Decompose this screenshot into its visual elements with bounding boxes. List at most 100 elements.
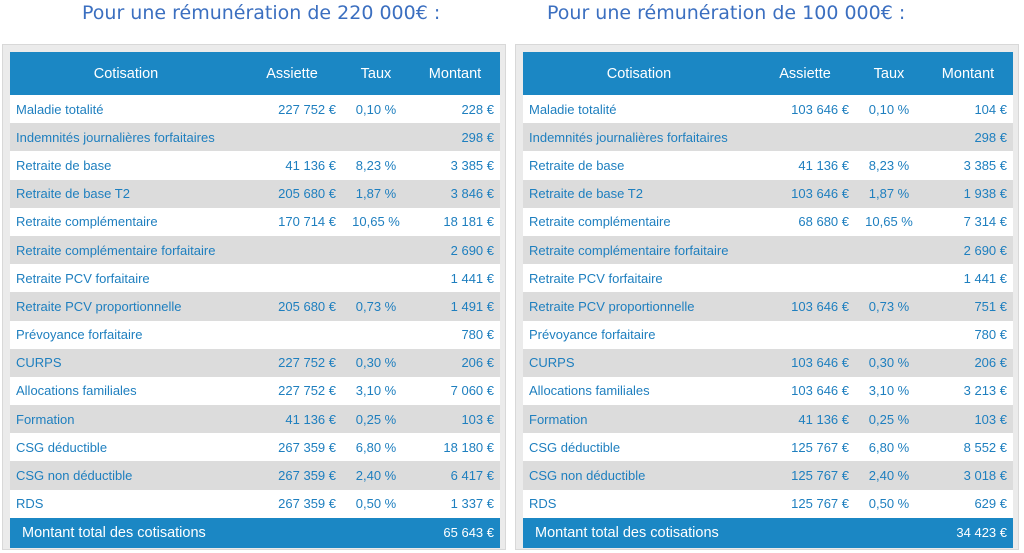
cell-assiette: 170 714 € [278, 214, 336, 230]
cell-assiette: 227 752 € [278, 355, 336, 371]
cell-taux: 1,87 % [868, 186, 910, 202]
table-row: CSG non déductible 267 359 € 2,40 % 6 417 € [10, 461, 500, 490]
cell-cotisation: CURPS [529, 355, 575, 371]
table-row: Retraite complémentaire 68 680 € 10,65 % 7 … [523, 207, 1013, 236]
cell-cotisation: Retraite de base [529, 157, 625, 173]
total-value: 65 643 € [443, 525, 494, 541]
cell-montant: 780 € [974, 327, 1007, 343]
table-row: RDS 125 767 € 0,50 % 629 € [523, 489, 1013, 518]
cell-taux: 10,65 % [352, 214, 400, 230]
cell-taux [855, 123, 923, 151]
table-row: Retraite complémentaire forfaitaire 2 690… [10, 235, 500, 265]
table-row: CSG déductible 125 767 € 6,80 % 8 552 € [523, 433, 1013, 462]
column-header-taux: Taux [360, 65, 392, 82]
cell-assiette [755, 123, 855, 151]
cell-taux: 0,25 % [868, 411, 910, 427]
cell-assiette [755, 264, 855, 292]
cell-cotisation: CURPS [16, 355, 62, 371]
cell-montant: 6 417 € [450, 468, 494, 484]
cotisations-table-220000: Cotisation Assiette Taux Montant Maladie… [10, 52, 500, 548]
cell-taux: 0,50 % [868, 496, 910, 512]
cell-cotisation: Retraite de base [16, 157, 112, 173]
cell-assiette: 68 680 € [798, 214, 849, 230]
table-row: Retraite de base 41 136 € 8,23 % 3 385 € [523, 151, 1013, 180]
table-row: Allocations familiales 227 752 € 3,10 % 7 0… [10, 376, 500, 406]
cell-taux [342, 236, 410, 264]
cell-taux: 2,40 % [355, 468, 397, 484]
cell-assiette: 205 680 € [278, 298, 336, 314]
cell-cotisation: Formation [529, 411, 588, 427]
cell-taux: 3,10 % [355, 383, 397, 399]
cell-taux: 6,80 % [868, 439, 910, 455]
cell-assiette: 41 136 € [285, 411, 336, 427]
table-row: Maladie totalité 227 752 € 0,10 % 228 € [10, 95, 500, 124]
cell-cotisation: Retraite PCV forfaitaire [16, 270, 150, 286]
cell-cotisation: Retraite PCV proportionnelle [16, 298, 182, 314]
cell-cotisation: Retraite complémentaire forfaitaire [16, 242, 216, 258]
cell-assiette: 41 136 € [798, 411, 849, 427]
cell-cotisation: Maladie totalité [16, 101, 104, 117]
cell-assiette [755, 236, 855, 264]
cell-montant: 18 180 € [443, 439, 494, 455]
cell-assiette: 205 680 € [278, 186, 336, 202]
table-row: CSG déductible 267 359 € 6,80 % 18 180 € [10, 433, 500, 462]
cell-cotisation: CSG non déductible [529, 468, 646, 484]
cell-montant: 298 € [974, 129, 1007, 145]
cell-taux: 1,87 % [355, 186, 397, 202]
column-header-assiette: Assiette [779, 65, 831, 82]
cell-cotisation: Retraite de base T2 [16, 186, 130, 202]
cell-montant: 1 441 € [963, 270, 1007, 286]
cell-taux [855, 236, 923, 264]
table-row: CSG non déductible 125 767 € 2,40 % 3 018 € [523, 461, 1013, 490]
total-label: Montant total des cotisations [22, 524, 206, 541]
cell-montant: 18 181 € [443, 214, 494, 230]
cell-cotisation: Retraite PCV forfaitaire [529, 270, 663, 286]
cell-cotisation: CSG déductible [529, 439, 621, 455]
table-body: Maladie totalité 103 646 € 0,10 % 104 € Inde… [523, 95, 1013, 518]
cell-taux [342, 123, 410, 151]
column-header-montant: Montant [428, 65, 482, 82]
cell-assiette: 267 359 € [278, 468, 336, 484]
cell-cotisation: Retraite PCV proportionnelle [529, 298, 695, 314]
cell-taux: 0,25 % [355, 411, 397, 427]
table-row: Retraite PCV proportionnelle 103 646 € 0,7… [523, 292, 1013, 321]
cell-taux: 6,80 % [355, 439, 397, 455]
table-row: CURPS 103 646 € 0,30 % 206 € [523, 348, 1013, 377]
cell-assiette [242, 236, 342, 264]
table-row: Retraite PCV forfaitaire 1 441 € [523, 264, 1013, 293]
cell-taux: 0,73 % [355, 298, 397, 314]
cell-montant: 1 938 € [963, 186, 1007, 202]
cell-assiette: 41 136 € [798, 157, 849, 173]
column-header-montant: Montant [941, 65, 995, 82]
cell-cotisation: Retraite complémentaire [529, 214, 671, 230]
cell-assiette: 125 767 € [791, 496, 849, 512]
cell-montant: 3 385 € [963, 157, 1007, 173]
table-row: Prévoyance forfaitaire 780 € [10, 320, 500, 349]
cell-montant: 3 846 € [450, 186, 494, 202]
cell-taux: 0,30 % [355, 355, 397, 371]
column-header-assiette: Assiette [266, 65, 318, 82]
cell-taux: 0,30 % [868, 355, 910, 371]
cotisations-table-100000: Cotisation Assiette Taux Montant Maladie… [523, 52, 1013, 548]
cell-montant: 629 € [974, 496, 1007, 512]
table-row: RDS 267 359 € 0,50 % 1 337 € [10, 489, 500, 518]
table-row: Retraite PCV forfaitaire 1 441 € [10, 264, 500, 293]
cell-montant: 2 690 € [450, 242, 494, 258]
cell-taux: 2,40 % [868, 468, 910, 484]
table-body: Maladie totalité 227 752 € 0,10 % 228 € Inde… [10, 95, 500, 518]
cell-taux: 0,10 % [355, 101, 397, 117]
cell-montant: 3 385 € [450, 157, 494, 173]
cell-taux: 0,10 % [868, 101, 910, 117]
total-row: Montant total des cotisations 65 643 € [10, 517, 500, 548]
cell-montant: 206 € [461, 355, 494, 371]
cell-assiette: 267 359 € [278, 496, 336, 512]
cell-cotisation: Prévoyance forfaitaire [529, 327, 656, 343]
cell-taux [342, 321, 410, 349]
cell-montant: 751 € [974, 298, 1007, 314]
cell-montant: 1 441 € [450, 270, 494, 286]
cell-assiette [242, 264, 342, 292]
cell-taux: 0,50 % [355, 496, 397, 512]
column-header-taux: Taux [873, 65, 905, 82]
panel-220000: Cotisation Assiette Taux Montant Maladie… [2, 44, 506, 550]
cell-assiette [755, 321, 855, 349]
